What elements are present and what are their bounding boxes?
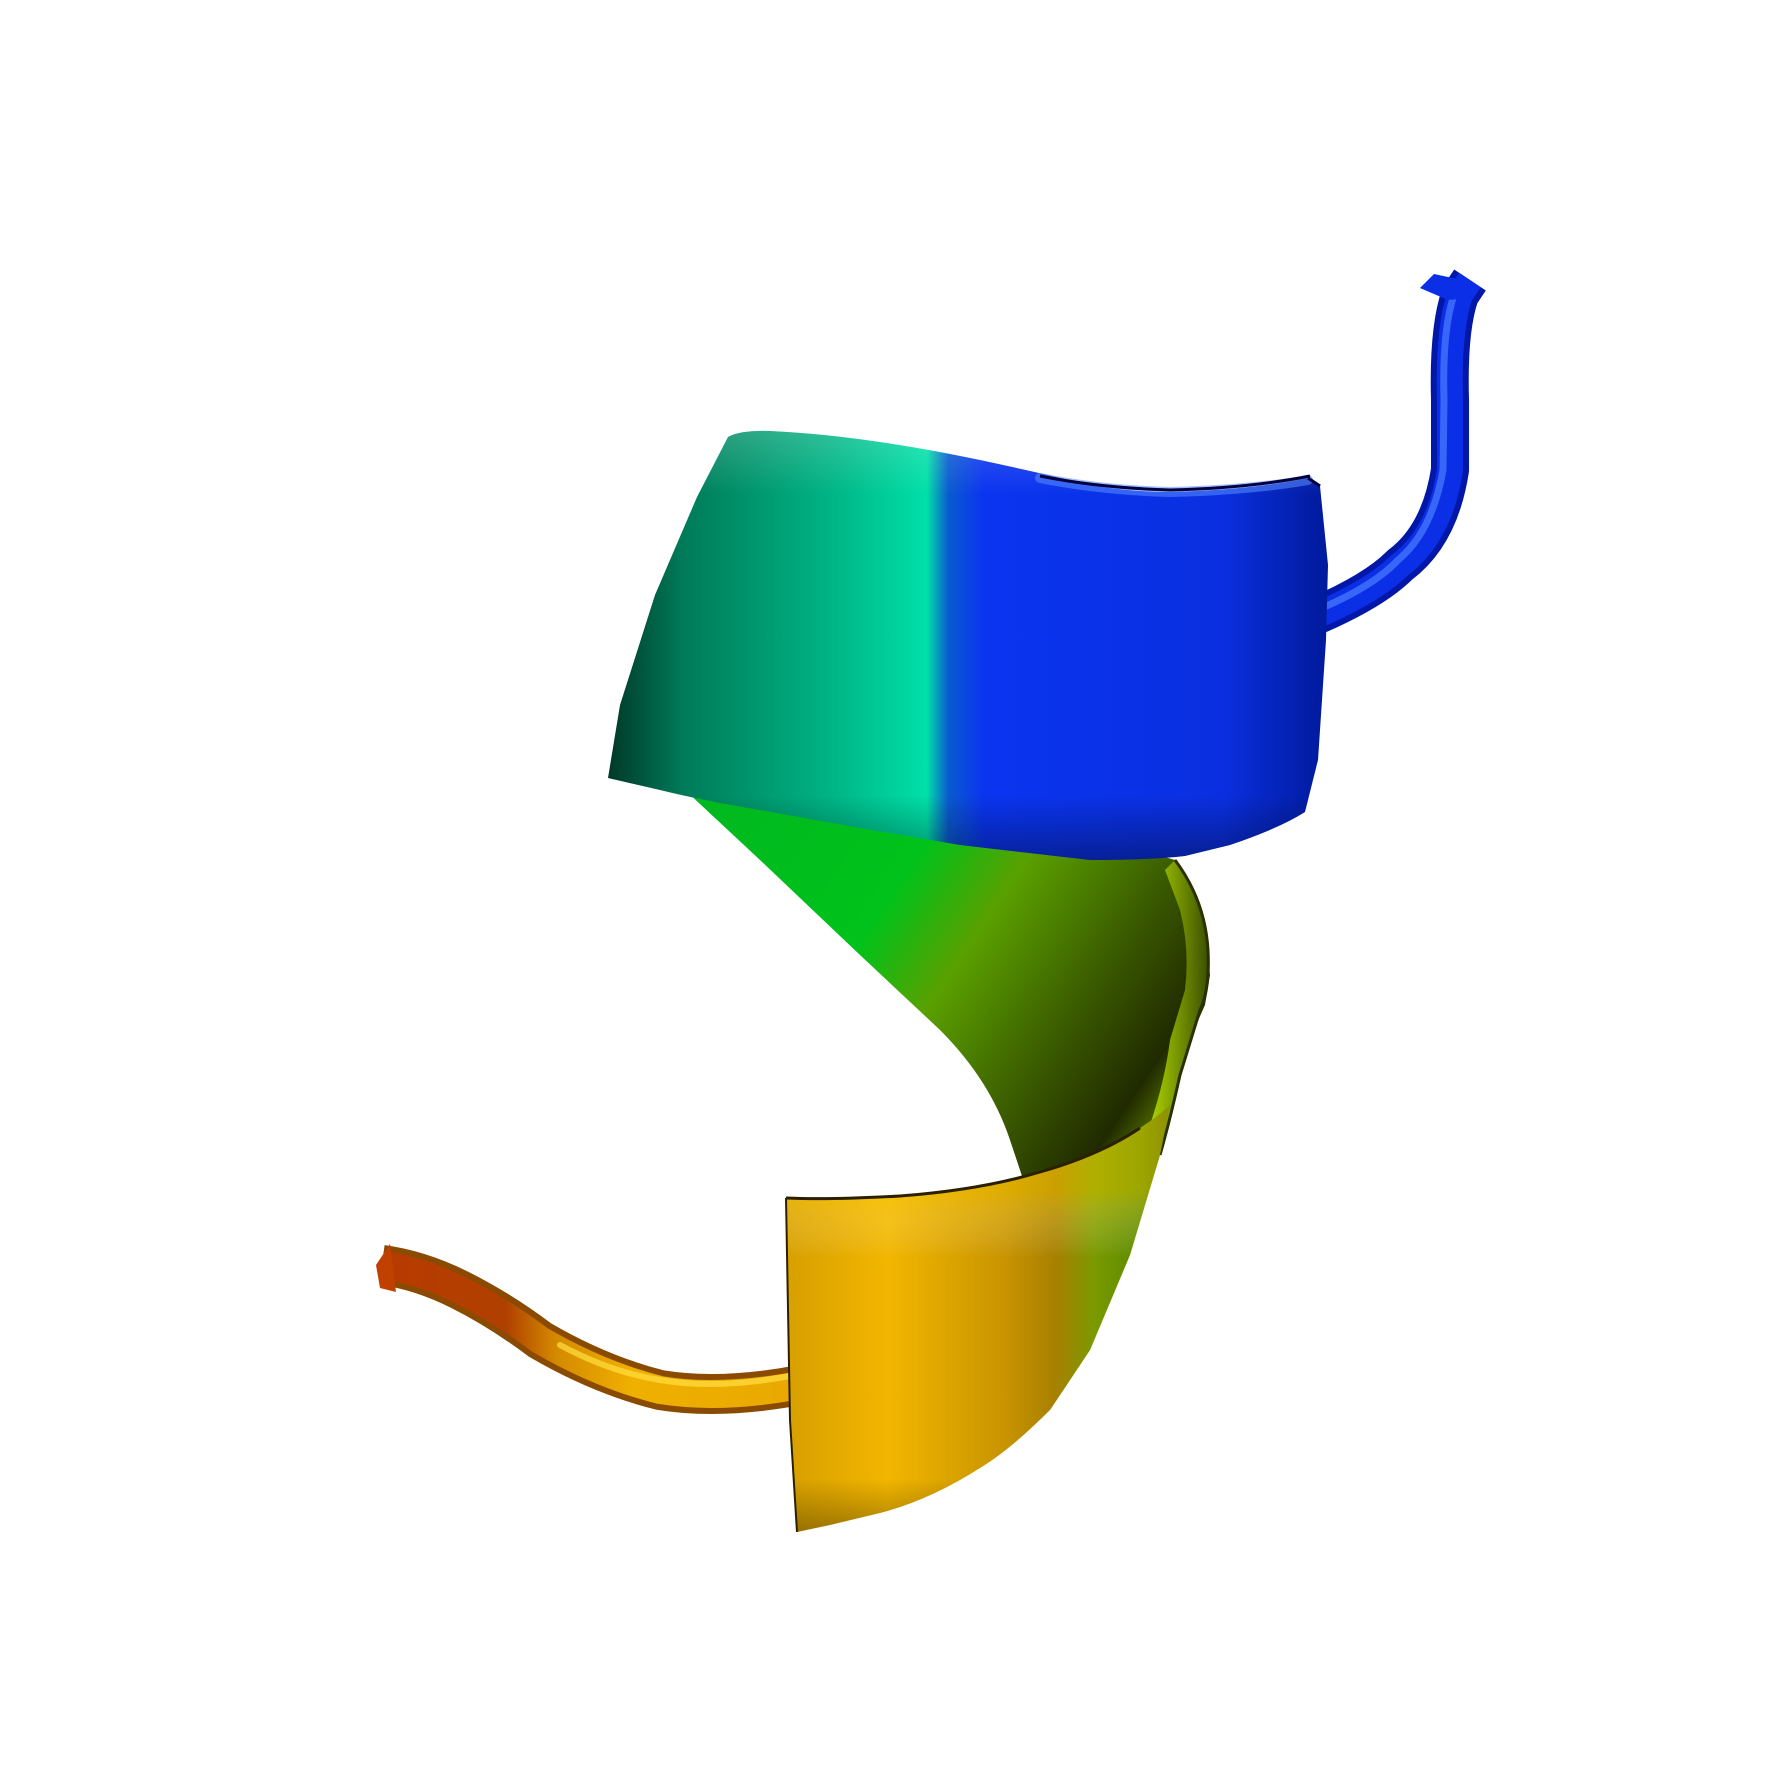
helix-bottom-turn bbox=[785, 1105, 1170, 1533]
gold-coil-tail bbox=[376, 1244, 804, 1414]
helix-top-turn bbox=[608, 430, 1328, 860]
blue-coil-tail bbox=[1310, 269, 1486, 633]
helix-middle-turn bbox=[685, 790, 1210, 1410]
